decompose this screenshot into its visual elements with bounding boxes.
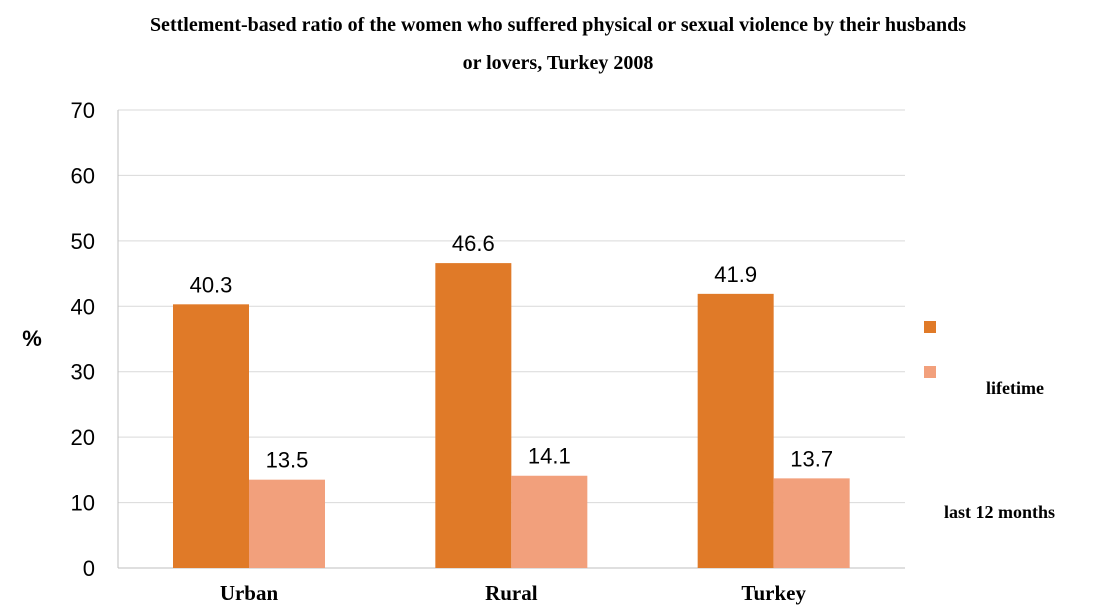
- bar-lifetime-urban: [173, 304, 249, 568]
- data-label: 13.7: [790, 446, 833, 471]
- x-tick-label: Turkey: [741, 581, 806, 605]
- legend-swatch-last-12-months: [924, 366, 936, 378]
- x-tick-label: Urban: [220, 581, 279, 605]
- chart-title-line2: or lovers, Turkey 2008: [462, 52, 654, 74]
- data-label: 14.1: [528, 444, 571, 469]
- x-tick-label: Rural: [485, 581, 538, 605]
- legend-swatch-lifetime: [924, 321, 936, 333]
- bar-last-12-months-rural: [511, 475, 588, 568]
- y-tick-label: 0: [83, 556, 95, 581]
- y-tick-label: 50: [71, 229, 95, 254]
- bar-lifetime-turkey: [697, 293, 774, 568]
- legend-label-last-12-months: last 12 months: [944, 502, 1056, 522]
- data-label: 46.6: [452, 231, 495, 256]
- y-axis-label: %: [22, 326, 42, 351]
- y-tick-label: 20: [71, 425, 95, 450]
- chart-title-line1: Settlement-based ratio of the women who …: [149, 14, 967, 36]
- bar-lifetime-rural: [435, 263, 512, 568]
- bar-last-12-months-urban: [249, 479, 325, 568]
- y-tick-label: 30: [71, 360, 95, 385]
- bar-last-12-months-turkey: [773, 478, 850, 568]
- y-tick-label: 10: [71, 491, 95, 516]
- y-tick-label: 70: [71, 98, 95, 123]
- data-label: 41.9: [714, 262, 757, 287]
- legend-label-lifetime: lifetime: [986, 378, 1044, 398]
- data-label: 40.3: [190, 272, 233, 297]
- y-tick-label: 60: [71, 163, 95, 188]
- data-label: 13.5: [266, 448, 309, 473]
- y-tick-label: 40: [71, 294, 95, 319]
